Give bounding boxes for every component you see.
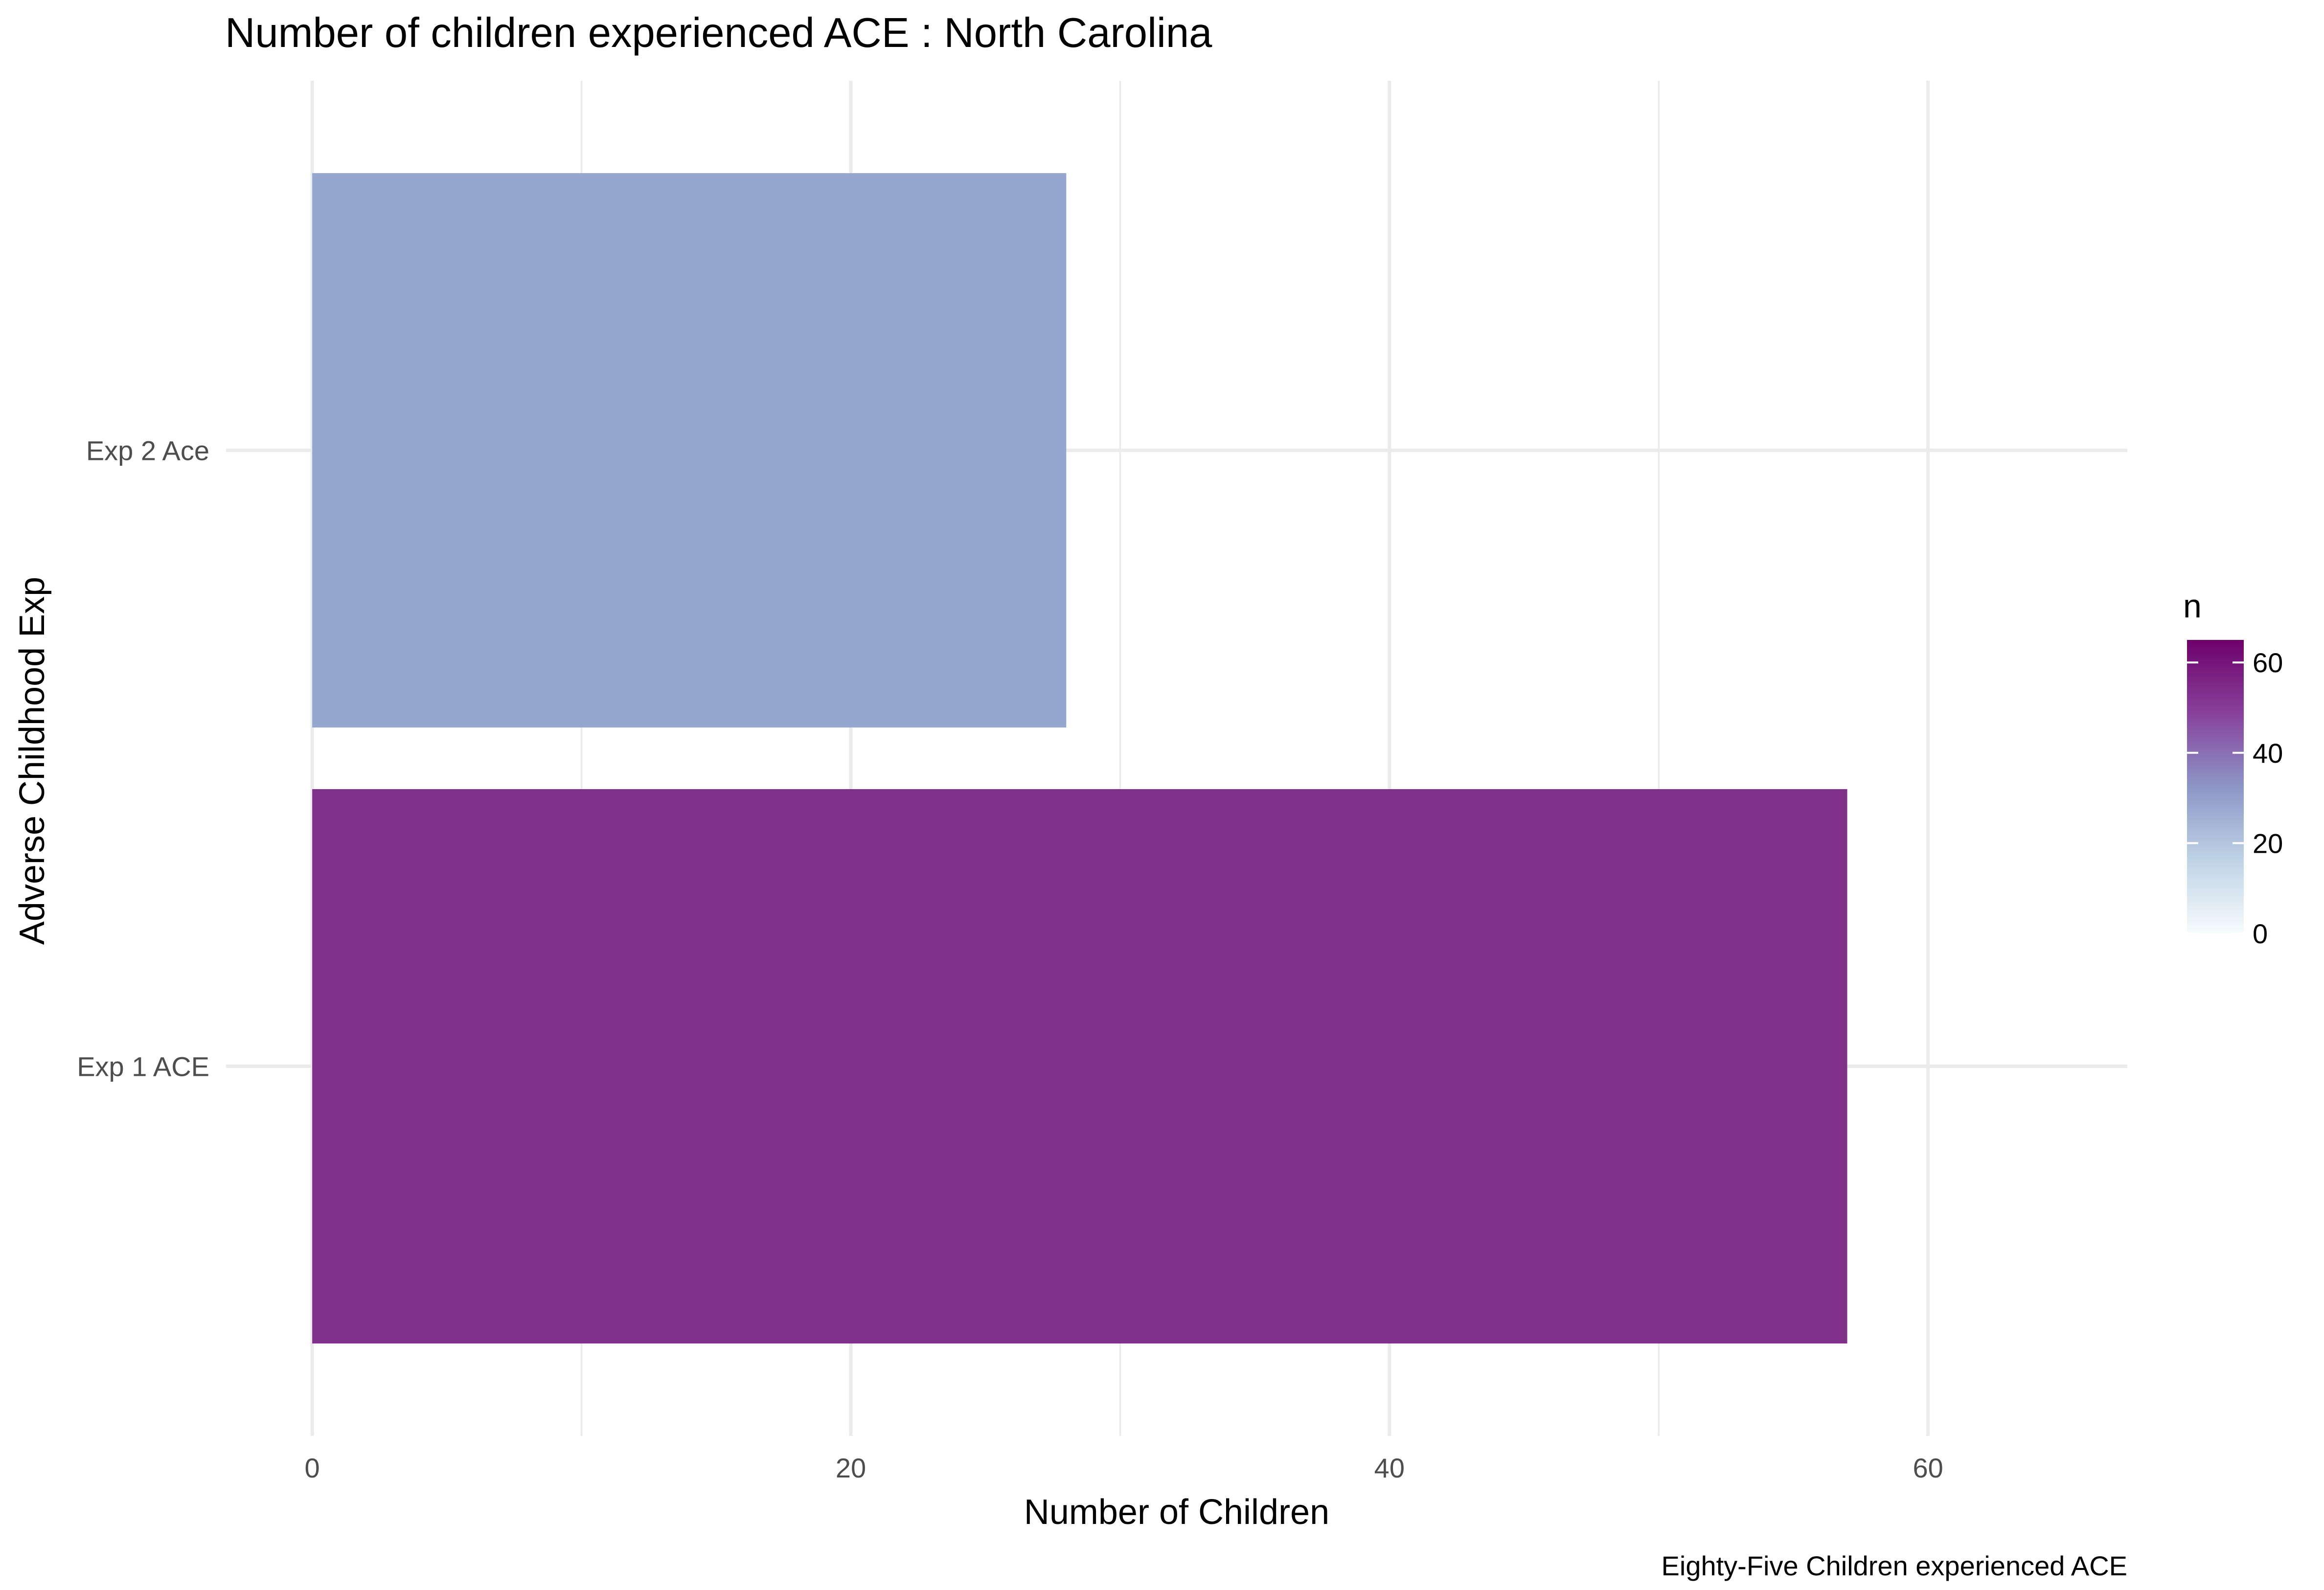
legend-tick-label: 0 (2253, 918, 2268, 949)
legend-tick-label: 40 (2253, 738, 2283, 769)
x-tick-label: 60 (1913, 1453, 1943, 1483)
x-tick-label: 20 (836, 1453, 866, 1483)
legend-tick-label: 20 (2253, 828, 2283, 859)
chart-caption: Eighty-Five Children experienced ACE (1662, 1550, 2127, 1581)
y-tick-label: Exp 1 ACE (77, 1051, 209, 1082)
bars (312, 173, 1847, 1344)
legend-colorbar (2187, 640, 2244, 933)
legend-title: n (2183, 588, 2202, 625)
x-tick-label: 40 (1374, 1453, 1405, 1483)
chart-title: Number of children experienced ACE : Nor… (225, 10, 1212, 56)
legend-tick-label: 60 (2253, 647, 2283, 678)
color-legend: n 0 20 40 60 (2183, 588, 2283, 949)
legend-ticks: 0 20 40 60 (2187, 647, 2283, 949)
bar-exp-1-ace (312, 789, 1847, 1344)
y-tick-label: Exp 2 Ace (86, 435, 209, 466)
x-axis-title: Number of Children (1024, 1493, 1329, 1532)
y-axis-ticks: Exp 1 ACE Exp 2 Ace (77, 435, 209, 1082)
x-tick-label: 0 (305, 1453, 320, 1483)
bar-exp-2-ace (312, 173, 1067, 728)
y-axis-title: Adverse Childhood Exp (13, 577, 52, 945)
x-axis-ticks: 0 20 40 60 (305, 1453, 1943, 1483)
